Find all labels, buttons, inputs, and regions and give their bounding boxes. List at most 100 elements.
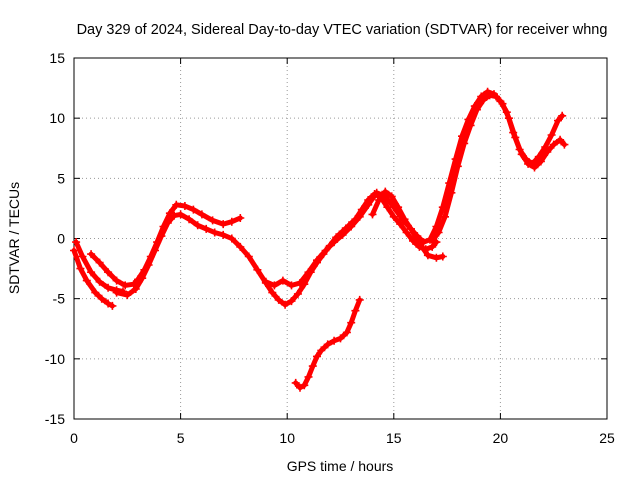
data-point-track-g xyxy=(472,105,481,114)
x-tick-label: 15 xyxy=(386,430,402,446)
data-point-track-c xyxy=(219,220,228,229)
data-point-track-c xyxy=(121,281,130,290)
data-point-track-f xyxy=(413,232,422,241)
data-point-track-g xyxy=(517,150,526,159)
data-point-track-h xyxy=(342,328,351,337)
y-tick-label: -5 xyxy=(53,291,66,307)
data-point-track-a xyxy=(91,288,100,297)
x-tick-label: 25 xyxy=(599,430,615,446)
data-point-track-e xyxy=(347,222,356,231)
data-point-track-h xyxy=(308,362,317,371)
data-point-track-d xyxy=(163,218,172,227)
y-tick-label: 0 xyxy=(57,231,65,247)
y-tick-label: -10 xyxy=(45,351,65,367)
data-point-track-b xyxy=(78,252,87,261)
data-point-track-d xyxy=(402,228,411,237)
data-point-track-g xyxy=(543,147,552,156)
data-point-track-d xyxy=(396,220,405,229)
data-points xyxy=(70,87,569,392)
data-point-track-g xyxy=(498,99,507,108)
data-point-track-g xyxy=(504,114,513,123)
data-point-track-d xyxy=(123,291,132,300)
data-point-track-g xyxy=(441,212,449,221)
data-point-track-a xyxy=(97,294,106,303)
data-point-track-e xyxy=(270,281,279,290)
data-point-track-d xyxy=(281,300,290,309)
data-point-track-d xyxy=(151,246,159,255)
x-tick-label: 5 xyxy=(177,430,185,446)
data-point-track-e xyxy=(304,268,313,277)
data-point-track-a xyxy=(104,299,113,308)
data-point-track-e xyxy=(296,279,304,287)
data-point-track-c xyxy=(87,250,96,259)
data-point-track-h xyxy=(300,381,309,390)
data-point-track-a xyxy=(70,246,78,255)
chart-title: Day 329 of 2024, Sidereal Day-to-day VTE… xyxy=(77,22,608,38)
data-point-track-g xyxy=(556,135,565,144)
data-point-track-d xyxy=(293,289,302,298)
data-point-track-g xyxy=(536,157,545,166)
data-point-track-c xyxy=(208,216,217,225)
data-point-track-c xyxy=(95,258,104,267)
data-point-track-c xyxy=(189,205,198,214)
data-point-track-g xyxy=(434,228,443,237)
data-point-track-f xyxy=(406,224,415,233)
data-point-track-c xyxy=(172,200,181,209)
data-point-track-e xyxy=(364,200,373,209)
data-point-track-h xyxy=(351,306,360,315)
data-point-track-f xyxy=(558,111,567,120)
data-point-track-d xyxy=(274,295,283,304)
data-point-track-f xyxy=(387,192,396,201)
data-point-track-e xyxy=(438,252,447,261)
data-point-track-h xyxy=(355,295,364,304)
y-tick-label: 5 xyxy=(57,170,65,186)
data-point-track-a xyxy=(76,264,85,273)
data-point-track-g xyxy=(560,140,569,149)
data-point-track-e xyxy=(432,253,441,262)
data-point-track-e xyxy=(313,256,321,265)
data-point-track-g xyxy=(524,159,533,168)
data-point-track-e xyxy=(423,251,432,260)
data-point-track-h xyxy=(304,372,313,381)
data-point-track-h xyxy=(323,340,332,349)
data-point-track-d xyxy=(268,288,277,297)
data-point-track-d xyxy=(157,232,166,241)
series-band-track-c xyxy=(88,202,243,288)
data-point-track-e xyxy=(355,212,364,221)
data-point-track-d xyxy=(193,221,202,230)
data-point-track-h xyxy=(291,378,300,387)
y-tick-label: -15 xyxy=(45,411,65,427)
data-point-track-h xyxy=(347,318,356,327)
data-point-track-d xyxy=(112,288,121,297)
x-axis-ticks: 0 5 10 15 20 25 xyxy=(70,58,615,446)
data-point-track-h xyxy=(296,383,304,392)
data-point-track-b xyxy=(72,238,81,247)
data-point-track-f xyxy=(554,116,562,125)
data-point-track-h xyxy=(330,336,339,345)
data-point-track-d xyxy=(227,234,236,243)
x-tick-label: 20 xyxy=(493,430,509,446)
data-point-track-g xyxy=(479,96,488,105)
data-point-track-d xyxy=(170,211,179,220)
data-point-track-g xyxy=(453,162,462,171)
data-point-track-b xyxy=(104,283,113,292)
data-point-track-e xyxy=(261,277,270,286)
data-point-track-g xyxy=(492,92,501,101)
data-point-track-g xyxy=(428,236,437,245)
data-point-track-c xyxy=(197,210,206,219)
x-tick-label: 0 xyxy=(70,430,78,446)
y-axis-ticks: -15 -10 -5 0 5 10 15 xyxy=(45,50,607,427)
data-point-track-d xyxy=(176,210,185,219)
data-point-track-d xyxy=(287,297,296,306)
data-point-track-d xyxy=(131,285,140,293)
data-point-track-d xyxy=(389,212,398,221)
data-point-track-e xyxy=(278,276,287,285)
data-point-track-g xyxy=(549,140,558,149)
data-point-track-d xyxy=(219,230,228,239)
data-point-track-c xyxy=(112,276,121,285)
data-point-track-g xyxy=(447,188,456,197)
data-point-track-h xyxy=(313,352,321,361)
data-point-track-d xyxy=(138,274,147,283)
data-point-track-c xyxy=(104,268,113,277)
